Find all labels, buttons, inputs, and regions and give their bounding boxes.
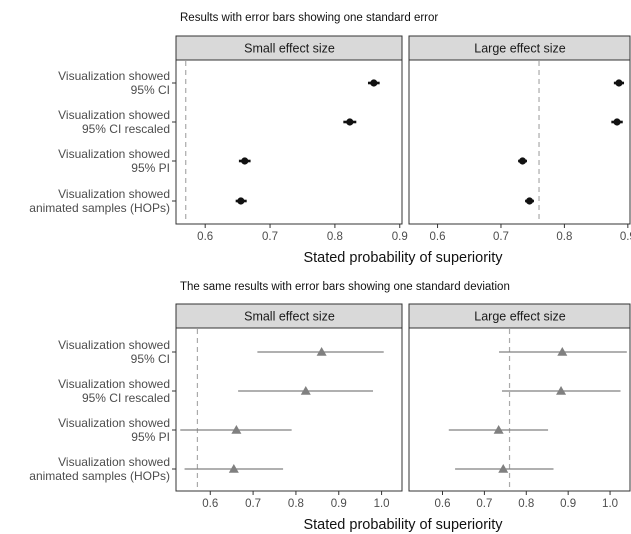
section-2-panel-large-point-triangle bbox=[557, 347, 568, 356]
section-2-category-label: Visualization showed animated samples (HO… bbox=[29, 455, 170, 483]
section-1-category-label: Visualization showed 95% CI bbox=[58, 69, 170, 97]
section-1-panel-large-x-tick-label: 0.9 bbox=[620, 231, 631, 243]
section-2-panel-large-x-tick-label: 0.7 bbox=[476, 498, 492, 510]
section-1-panel-large-point-circle bbox=[525, 197, 534, 205]
section-2-panel-large-x-tick-label: 0.6 bbox=[435, 498, 451, 510]
section-2-panel-small-point-triangle bbox=[300, 386, 311, 395]
section-1-category-label: Visualization showed animated samples (HO… bbox=[29, 187, 170, 215]
section-1-panel-small-x-tick-label: 0.9 bbox=[392, 231, 408, 243]
section-1-panel-large-x-tick-label: 0.7 bbox=[493, 231, 509, 243]
section-2-panel-small-point-triangle bbox=[316, 347, 327, 356]
section-1-panel-large-point-circle bbox=[518, 157, 527, 165]
section-1-panel-small-strip-label: Small effect size bbox=[244, 42, 335, 56]
section-1-panel-small-point-circle bbox=[237, 197, 245, 205]
section-2-title: The same results with error bars showing… bbox=[180, 281, 510, 293]
section-2-panel-large-point-triangle bbox=[498, 464, 509, 473]
section-2-panel-small-x-tick-label: 0.6 bbox=[202, 498, 218, 510]
section-2-panel-small-x-tick-label: 0.9 bbox=[331, 498, 347, 510]
section-1-panel-large-x-tick-label: 0.6 bbox=[430, 231, 446, 243]
section-1-category-label: Visualization showed 95% CI rescaled bbox=[58, 108, 170, 136]
section-1-category-label: Visualization showed 95% PI bbox=[58, 147, 170, 175]
section-1-x-axis-title: Stated probability of superiority bbox=[303, 250, 503, 266]
section-2-panel-large-point-triangle bbox=[556, 386, 567, 395]
section-1-panel-large-frame bbox=[408, 59, 631, 225]
section-1-title: Results with error bars showing one stan… bbox=[180, 12, 438, 24]
section-1-panel-small-point-circle bbox=[346, 118, 354, 126]
section-2-category-label: Visualization showed 95% PI bbox=[58, 416, 170, 444]
section-1-panel-small-x-tick-label: 0.7 bbox=[262, 231, 278, 243]
section-2-panel-large-x-tick-label: 1.0 bbox=[602, 498, 618, 510]
section-1-panel-small-x-tick-label: 0.6 bbox=[197, 231, 213, 243]
section-2-panel-small-x-tick-label: 0.8 bbox=[288, 498, 304, 510]
section-1-panel-small-point-circle bbox=[241, 157, 249, 165]
section-1-panel-large-strip-label: Large effect size bbox=[474, 42, 566, 56]
section-1-panel-small-frame bbox=[175, 59, 403, 225]
section-2-panel-large-strip-label: Large effect size bbox=[474, 310, 566, 324]
section-2-panel-small-point-triangle bbox=[228, 464, 239, 473]
section-1-panel-large-point-circle bbox=[615, 79, 623, 87]
section-2-category-label: Visualization showed 95% CI rescaled bbox=[58, 377, 170, 405]
section-2-x-axis-title: Stated probability of superiority bbox=[303, 517, 503, 533]
section-2-category-label: Visualization showed 95% CI bbox=[58, 338, 170, 366]
section-2-panel-large-point-triangle bbox=[493, 425, 504, 434]
section-1-panel-large-x-tick-label: 0.8 bbox=[556, 231, 572, 243]
section-2-panel-large-frame bbox=[408, 327, 631, 492]
section-1-panel-small-strip bbox=[175, 35, 403, 61]
section-2-panel-small-point-triangle bbox=[231, 425, 242, 434]
section-2-panel-small-x-tick-label: 0.7 bbox=[245, 498, 261, 510]
section-2-panel-small-x-tick-label: 1.0 bbox=[374, 498, 390, 510]
section-1-panel-small-point-circle bbox=[370, 79, 378, 87]
section-1-panel-small-x-tick-label: 0.8 bbox=[327, 231, 343, 243]
section-2-panel-large-strip bbox=[408, 303, 631, 329]
section-2-panel-large-x-tick-label: 0.9 bbox=[560, 498, 576, 510]
section-1-panel-large-point-circle bbox=[613, 118, 621, 126]
section-2-panel-large-x-tick-label: 0.8 bbox=[518, 498, 534, 510]
section-2-panel-small-frame bbox=[175, 327, 403, 492]
section-2-panel-small-strip-label: Small effect size bbox=[244, 310, 335, 324]
